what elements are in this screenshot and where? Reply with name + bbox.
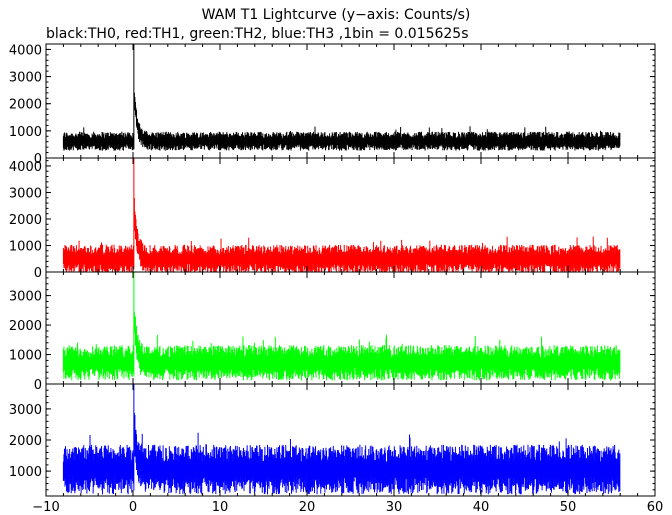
y-tick-label: 4000: [9, 43, 42, 58]
y-tick-label: 2000: [9, 98, 42, 113]
y-tick-label: 1000: [9, 349, 42, 364]
y-tick-label: 4000: [9, 160, 42, 175]
x-tick-label: −10: [32, 500, 59, 515]
y-tick-label: 1000: [9, 239, 42, 254]
series-TH2: [62, 272, 621, 381]
y-tick-label: 3000: [9, 290, 42, 305]
x-tick-label: 30: [386, 500, 403, 515]
x-tick-label: 0: [129, 500, 137, 515]
x-tick-label: 60: [647, 500, 664, 515]
y-tick-label: 0: [34, 378, 42, 393]
y-tick-label: 1000: [9, 465, 42, 480]
y-tick-label: 2000: [9, 434, 42, 449]
series-TH3: [62, 384, 621, 495]
y-tick-label: 1000: [9, 125, 42, 140]
y-tick-label: 3000: [9, 403, 42, 418]
y-tick-label: 2000: [9, 319, 42, 334]
x-tick-label: 50: [560, 500, 577, 515]
y-tick-label: 0: [34, 152, 42, 167]
y-tick-label: 3000: [9, 186, 42, 201]
y-tick-label: 0: [34, 266, 42, 281]
y-tick-label: 2000: [9, 213, 42, 228]
series-TH1: [62, 158, 621, 272]
x-tick-label: 10: [212, 500, 229, 515]
series-TH0: [62, 44, 621, 151]
chart-title: WAM T1 Lightcurve (y−axis: Counts/s): [201, 7, 471, 23]
x-tick-label: 20: [299, 500, 316, 515]
chart-subtitle: black:TH0, red:TH1, green:TH2, blue:TH3 …: [46, 26, 469, 42]
y-tick-label: 3000: [9, 71, 42, 86]
x-tick-label: 40: [473, 500, 490, 515]
